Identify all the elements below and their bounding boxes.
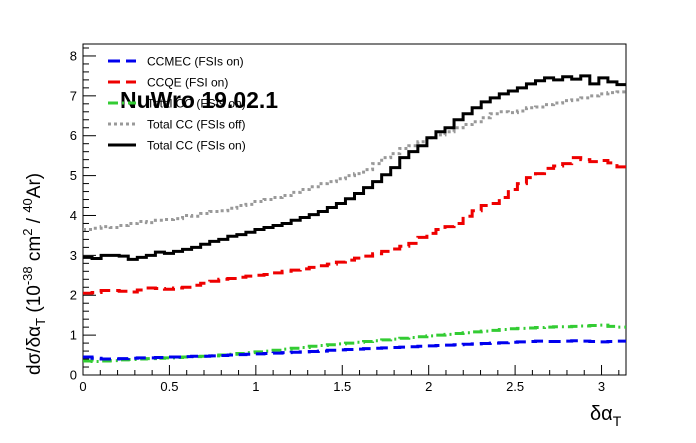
watermark-label: NuWro 19.02.1: [120, 87, 278, 113]
series-line-ccqe: [83, 156, 626, 295]
x-tick-label: 2.5: [506, 379, 524, 394]
y-tick-label: 5: [70, 168, 77, 183]
y-axis-label: dσ/δαT (10-38 cm2 / 40Ar): [20, 173, 48, 375]
y-tick-label: 4: [70, 208, 77, 223]
svg-text:dσ/δαT (10-38 cm2 / 40Ar): dσ/δαT (10-38 cm2 / 40Ar): [20, 173, 48, 375]
x-tick-label: 3: [598, 379, 605, 394]
series-layer: [83, 74, 626, 363]
y-tick-label: 3: [70, 248, 77, 263]
x-tick-label: 1.5: [333, 379, 351, 394]
legend-label-total_off: Total CC (FSIs off): [147, 118, 245, 132]
y-tick-label: 2: [70, 288, 77, 303]
x-tick-label: 1: [252, 379, 259, 394]
y-tick-label: 7: [70, 88, 77, 103]
legend: CCMEC (FSIs on) CCQE (FSI on) Total CC (FS…: [108, 55, 246, 153]
y-tick-label: 0: [70, 368, 77, 383]
y-tick-label: 1: [70, 328, 77, 343]
y-tick-label: 8: [70, 48, 77, 63]
y-tick-label: 6: [70, 128, 77, 143]
legend-label-ccmec: CCMEC (FSIs on): [147, 55, 244, 69]
x-tick-label: 0.5: [160, 379, 178, 394]
x-tick-label: 0: [79, 379, 86, 394]
x-tick-label: 2: [425, 379, 432, 394]
legend-label-ccqe: CCQE (FSI on): [147, 76, 228, 90]
x-axis-label: δαT: [590, 403, 622, 429]
series-line-total_on: [83, 74, 626, 261]
series-line-total_off: [83, 90, 626, 231]
legend-label-cc1pi: Total CC (FSIs on): [147, 97, 246, 111]
axes-layer: 0 0.5 1 1.5 2 2.5 3 0 1 2 3 4 5 6 7 8: [70, 47, 620, 394]
legend-label-total_on: Total CC (FSIs on): [147, 139, 246, 153]
plot-frame: [82, 43, 627, 376]
series-line-ccmec: [83, 339, 626, 361]
